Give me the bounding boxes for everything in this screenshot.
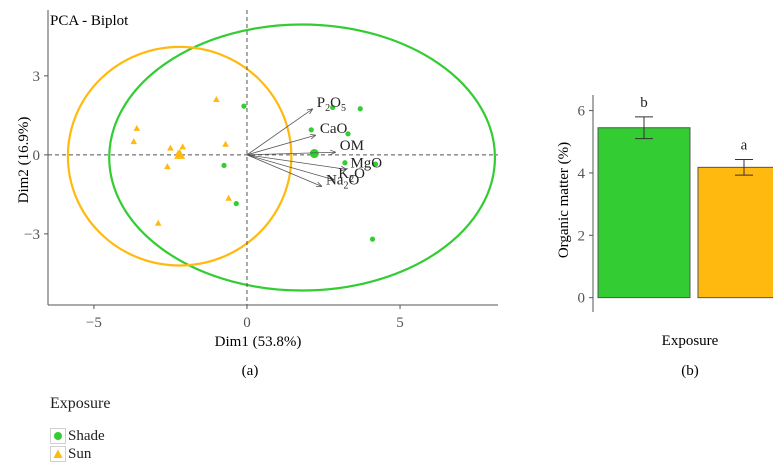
loading-arrow-nao <box>246 154 323 187</box>
shade-point <box>308 127 314 133</box>
sun-point <box>222 140 229 147</box>
legend-label-shade: Shade <box>68 427 105 444</box>
sun-point <box>167 144 174 151</box>
y-ticks: −3 0 3 <box>24 69 48 243</box>
sun-confidence-ellipse <box>66 45 293 267</box>
loading-label-cao: CaO <box>320 121 348 137</box>
score-points <box>130 95 379 242</box>
shade-point <box>342 160 348 166</box>
loading-label-om: OM <box>340 138 364 154</box>
sun-centroid <box>174 148 186 159</box>
shade-point <box>357 106 363 112</box>
x-ticks: −5 0 5 <box>86 305 404 331</box>
shade-point <box>221 162 227 169</box>
shade-point <box>330 104 336 111</box>
sun-bar <box>697 166 773 299</box>
panel-a-caption: (a) <box>242 363 259 379</box>
loading-label-mgo: MgO <box>350 155 382 171</box>
bar-y-tick-label: 0 <box>578 291 586 307</box>
arrowhead-ko <box>328 175 335 182</box>
legend-label-sun: Sun <box>68 445 92 462</box>
sun-point <box>179 143 186 150</box>
arrowhead-cao <box>309 133 317 140</box>
x-axis-label: Dim1 (53.8%) <box>215 334 302 350</box>
confidence-ellipses <box>66 23 497 292</box>
bar-y-axis-label: Organic matter (%) <box>556 142 572 258</box>
bar-y-ticks: 0 2 4 6 <box>578 104 593 307</box>
sun-point <box>164 163 171 170</box>
bar-y-tick-label: 4 <box>578 166 586 182</box>
arrowhead-nao <box>315 181 323 187</box>
shade-point <box>369 236 376 242</box>
x-tick-label: −5 <box>86 315 102 331</box>
arrowhead-mgo <box>340 165 347 172</box>
sun-point <box>130 138 138 145</box>
shade-confidence-ellipse <box>108 23 497 292</box>
circle-icon <box>50 428 66 444</box>
loading-arrow-mgo <box>246 154 347 170</box>
bar-y-tick-label: 2 <box>578 228 586 244</box>
shade-point <box>241 103 247 109</box>
y-axis-label: Dim2 (16.9%) <box>16 117 32 204</box>
legend-item-sun: Sun <box>50 445 110 463</box>
loading-arrow-ko <box>246 154 335 181</box>
loading-label-nao: Na2O <box>326 172 360 191</box>
legend-title: Exposure <box>50 395 111 412</box>
arrowhead-om <box>330 149 336 156</box>
sun-significance-letter: a <box>741 138 748 154</box>
shade-point <box>372 161 379 167</box>
bar-y-tick-label: 6 <box>578 104 586 120</box>
arrowhead-po <box>306 108 314 115</box>
reference-lines <box>48 10 498 305</box>
shade-point <box>345 131 351 137</box>
loading-arrow-cao <box>246 134 316 156</box>
sun-point <box>133 124 141 131</box>
legend-item-shade: Shade <box>50 427 110 445</box>
shade-centroid <box>309 149 319 159</box>
x-tick-label: 5 <box>396 315 404 331</box>
loading-label-po: P2O5 <box>317 95 346 114</box>
x-tick-label: 0 <box>243 315 251 331</box>
loading-arrow-om <box>246 151 336 156</box>
biplot-title: PCA - Biplot <box>50 13 129 29</box>
panel-b-caption: (b) <box>681 363 699 379</box>
shade-bar <box>597 127 691 299</box>
bar-x-axis-label: Exposure <box>662 333 719 349</box>
y-tick-label: 3 <box>33 69 41 85</box>
sun-point <box>154 219 162 226</box>
y-tick-label: 0 <box>33 148 41 164</box>
shade-significance-letter: b <box>640 95 648 111</box>
loading-arrow-po <box>246 108 314 156</box>
sun-point <box>213 95 220 102</box>
sun-point <box>225 194 232 201</box>
loading-label-ko: K2O <box>338 166 365 185</box>
bars: ba <box>597 95 773 299</box>
y-tick-label: −3 <box>24 227 40 243</box>
shade-point <box>233 200 239 207</box>
legend: Exposure Shade Sun <box>50 395 110 463</box>
triangle-icon <box>50 446 66 462</box>
